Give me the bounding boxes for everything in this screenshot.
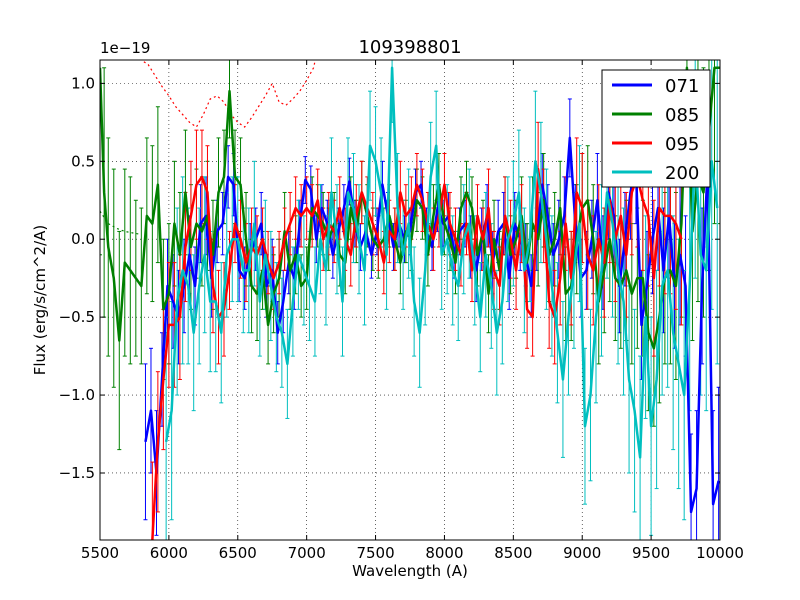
x-axis-label: Wavelength (A) (352, 562, 468, 580)
series-layer (100, 60, 720, 540)
x-tick-label: 8500 (494, 544, 532, 562)
x-tick-label: 5500 (81, 544, 119, 562)
legend-label-095: 095 (665, 134, 699, 155)
error-envelope-line (140, 60, 316, 128)
x-tick-label: 6500 (219, 544, 257, 562)
x-tick-label: 9500 (632, 544, 670, 562)
legend-label-200: 200 (665, 163, 699, 184)
x-tick-label: 6000 (150, 544, 188, 562)
y-tick-label: 1.0 (71, 74, 95, 92)
series-071-line (144, 136, 720, 514)
chart-title: 109398801 (358, 37, 461, 58)
legend-frame (601, 69, 711, 188)
legend: 071 085 095 200 (601, 69, 711, 188)
y-tick-label: −1.0 (59, 386, 95, 404)
x-tick-label: 7500 (356, 544, 394, 562)
y-tick-label: 0.0 (71, 230, 95, 248)
legend-label-071: 071 (665, 76, 699, 97)
y-tick-label: −1.5 (59, 464, 95, 482)
y-tick-label: 0.5 (71, 152, 95, 170)
y-offset-text: 1e−19 (100, 39, 150, 57)
series-200-line (164, 66, 719, 459)
y-axis-label: Flux (erg/s/cm^2/A) (31, 225, 49, 376)
y-tick-label: −0.5 (59, 308, 95, 326)
x-tick-label: 7000 (288, 544, 326, 562)
x-tick-label: 8000 (425, 544, 463, 562)
series-095-line (151, 167, 683, 540)
x-tick-label: 10000 (696, 544, 744, 562)
plot-frame (99, 59, 721, 541)
x-tick-label: 9000 (563, 544, 601, 562)
ticks: 5500 6000 6500 7000 7500 8000 8500 9000 9500 1000… (59, 60, 744, 562)
legend-label-085: 085 (665, 105, 699, 126)
